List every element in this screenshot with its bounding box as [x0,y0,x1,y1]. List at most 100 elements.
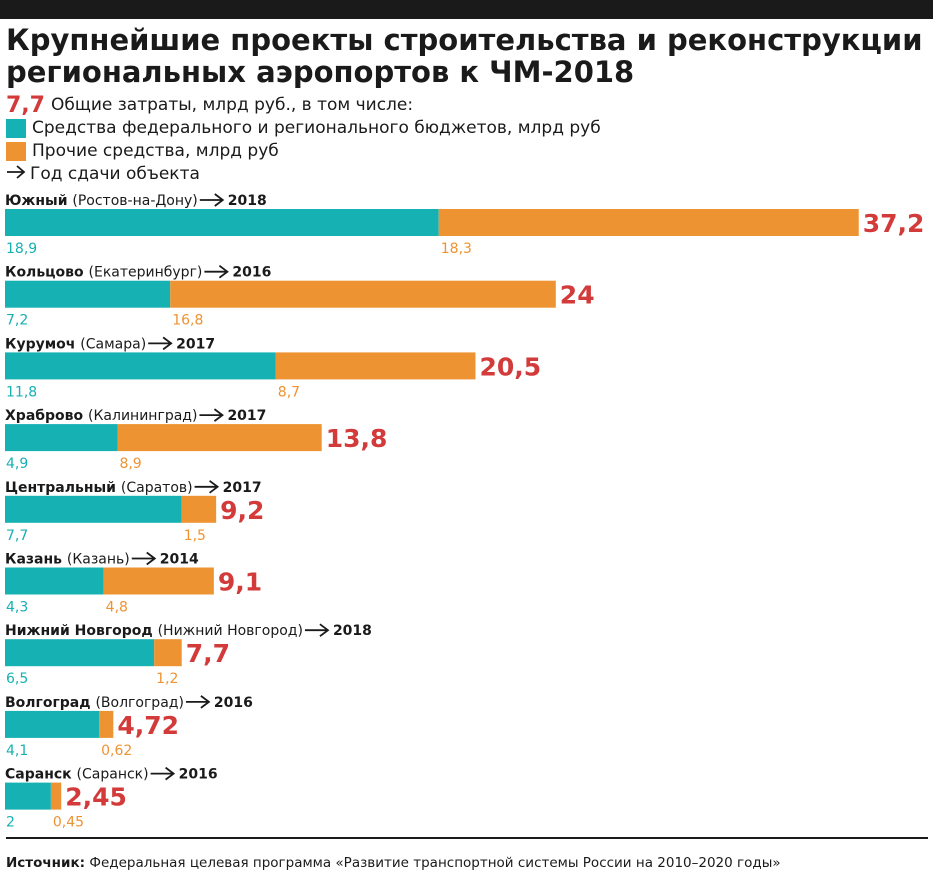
airport-label: Саранск (Саранск) [5,767,149,783]
airport-city: (Самара) [80,336,146,352]
federal-value: 11,8 [6,384,37,400]
federal-value: 7,7 [6,528,28,544]
bar-federal [5,352,276,380]
airport-name: Казань [5,552,67,568]
total-value: 7,7 [186,639,230,668]
right-arrow-icon [131,551,157,566]
footer-rule [6,837,928,839]
completion-year: 2017 [176,336,215,352]
legend-federal-swatch [6,119,26,138]
bar-federal [5,495,182,523]
airport-label: Южный (Ростов-на-Дону) [5,193,198,209]
right-arrow-icon [150,766,176,781]
airport-name: Курумоч [5,336,80,352]
source-text: Федеральная целевая программа «Развитие … [89,855,781,871]
federal-value: 18,9 [6,241,37,257]
legend-total: 7,7 Общие затраты, млрд руб., в том числ… [6,94,601,117]
airport-name: Волгоград [5,695,95,711]
legend: 7,7 Общие затраты, млрд руб., в том числ… [6,94,601,186]
bar-federal [5,782,51,810]
airport-name: Саранск [5,767,77,783]
legend-year: Год сдачи объекта [6,163,601,186]
completion-year: 2014 [160,552,199,568]
legend-total-value: 7,7 [6,93,45,118]
completion-year: 2016 [179,767,218,783]
airport-city: (Саранск) [77,767,149,783]
other-value: 16,8 [172,313,203,329]
completion-year: 2018 [333,623,372,639]
bar-federal [5,567,104,595]
bar-federal [5,424,118,452]
source-note: Источник: Федеральная целевая программа … [6,855,781,871]
total-value: 4,72 [117,711,179,740]
other-value: 1,2 [156,671,178,687]
bar-federal [5,639,155,667]
legend-other-label: Прочие средства, млрд руб [32,141,279,161]
right-arrow-icon [199,408,224,422]
bar-other [117,424,322,452]
right-arrow-icon [304,623,330,637]
bar-other [275,352,476,380]
airport-city: (Казань) [67,552,130,568]
total-value: 37,2 [863,209,925,238]
bar-federal [5,280,171,308]
airport-label: Центральный (Саратов) [5,480,193,496]
source-prefix: Источник: [6,855,86,871]
right-arrow-icon [185,695,211,709]
airport-label: Волгоград (Волгоград) [5,695,184,711]
airport-name: Центральный [5,480,121,496]
other-value: 8,9 [119,456,141,472]
other-value: 0,45 [53,815,84,830]
bar-federal [5,209,439,236]
right-arrow-icon [148,336,173,351]
federal-value: 4,3 [6,600,28,616]
legend-other-swatch [6,142,26,161]
right-arrow-icon [6,163,26,186]
completion-year: 2016 [214,695,253,711]
bar-federal [5,710,100,738]
airport-city: (Волгоград) [95,695,183,711]
airport-name: Храброво [5,408,88,424]
other-value: 0,62 [101,743,132,759]
airport-label: Курумоч (Самара) [5,336,146,352]
chart-title: Крупнейшие проекты строительства и рекон… [6,23,923,89]
other-value: 18,3 [441,241,472,257]
airport-name: Южный [5,193,72,209]
airport-label: Казань (Казань) [5,552,130,568]
legend-other: Прочие средства, млрд руб [6,140,601,163]
other-value: 1,5 [184,528,206,544]
bar-other [50,782,62,810]
bar-other [103,567,214,595]
airport-city: (Ростов-на-Дону) [72,193,197,209]
completion-year: 2018 [228,193,267,209]
legend-year-label: Год сдачи объекта [30,164,200,184]
other-value: 8,7 [278,384,300,400]
airport-name: Нижний Новгород [5,623,158,639]
other-value: 4,8 [106,600,128,616]
right-arrow-icon [204,264,229,279]
airport-label: Нижний Новгород (Нижний Новгород) [5,623,303,639]
airport-city: (Калининград) [88,408,197,424]
federal-value: 6,5 [6,671,28,687]
total-value: 20,5 [479,352,541,381]
bar-other [170,280,556,308]
total-value: 9,2 [220,496,264,525]
right-arrow-icon [199,193,225,207]
bar-other [181,495,217,523]
total-value: 2,45 [65,783,127,812]
bar-other [99,710,114,738]
legend-total-label: Общие затраты, млрд руб., в том числе: [50,95,414,115]
completion-year: 2017 [223,480,262,496]
bar-other [438,209,859,236]
right-arrow-icon [194,480,220,494]
federal-value: 4,9 [6,456,28,472]
airport-city: (Нижний Новгород) [158,623,303,639]
airport-city: (Саратов) [121,480,193,496]
federal-value: 4,1 [6,743,28,759]
total-value: 24 [560,281,595,310]
total-value: 9,1 [218,568,262,597]
federal-value: 7,2 [6,313,28,329]
completion-year: 2017 [227,408,266,424]
airport-label: Храброво (Калининград) [5,408,197,424]
bar-other [154,639,182,667]
